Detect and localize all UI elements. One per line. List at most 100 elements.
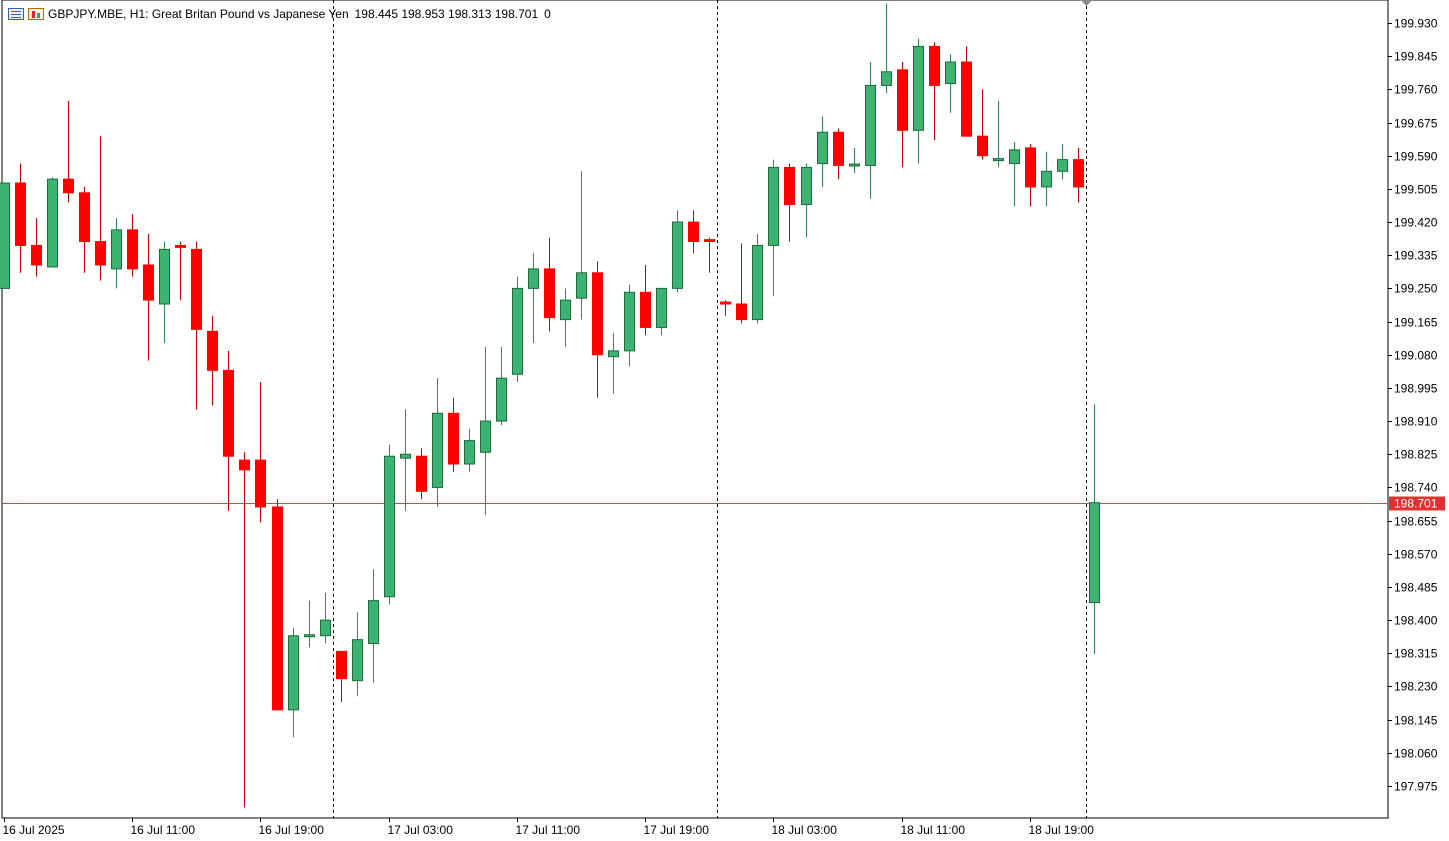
candle-bullish[interactable] [1041,170,1052,188]
candle-bearish[interactable] [961,61,972,137]
candle-bullish[interactable] [849,163,860,167]
chart-header: GBPJPY.MBE, H1: Great Britan Pound vs Ja… [8,4,557,24]
y-tick-label: 198.230 [1394,680,1438,694]
x-tick-label: 17 Jul 03:00 [388,823,454,837]
candle-bullish[interactable] [480,420,491,453]
candle-bullish[interactable] [752,244,763,321]
candle-bearish[interactable] [929,45,940,86]
candle-bearish[interactable] [79,192,90,243]
y-tick-label: 198.825 [1394,448,1438,462]
x-tick-label: 18 Jul 19:00 [1029,823,1095,837]
candle-bearish[interactable] [1025,147,1036,188]
candle-bearish[interactable] [640,291,651,328]
candle-bullish[interactable] [945,61,956,84]
compare-icon[interactable] [28,8,44,20]
candle-bullish[interactable] [496,377,507,422]
candle-bearish[interactable] [31,244,42,266]
candle-bearish[interactable] [736,303,747,321]
candle-bullish[interactable] [560,299,571,321]
candle-bullish[interactable] [288,635,299,711]
candle-bullish[interactable] [768,166,779,246]
candle-bearish[interactable] [63,178,74,194]
candle-bearish[interactable] [95,241,106,266]
candle-bearish[interactable] [1073,159,1084,188]
candle-bullish[interactable] [384,455,395,598]
candle-bearish[interactable] [784,166,795,205]
candle-bullish[interactable] [865,84,876,166]
y-tick-label: 199.165 [1394,316,1438,330]
candle-bearish[interactable] [175,244,186,248]
candle-bullish[interactable] [464,440,475,465]
y-tick-label: 199.080 [1394,349,1438,363]
y-tick-label: 199.505 [1394,183,1438,197]
candle-bearish[interactable] [833,131,844,166]
candle-bearish[interactable] [127,229,138,270]
x-tick-label: 17 Jul 19:00 [644,823,710,837]
candle-bearish[interactable] [15,182,26,246]
y-tick-label: 198.995 [1394,382,1438,396]
candle-bullish[interactable] [656,287,667,328]
candle-bullish[interactable] [672,221,683,289]
y-tick-label: 198.570 [1394,548,1438,562]
candle-bullish[interactable] [817,131,828,165]
candle-bullish[interactable] [47,178,58,268]
candle-bearish[interactable] [223,369,234,457]
candle-bearish[interactable] [207,330,218,371]
candle-bearish[interactable] [592,272,603,356]
y-tick-label: 197.975 [1394,780,1438,794]
candle-bullish[interactable] [432,412,443,488]
candle-bullish[interactable] [352,639,363,682]
candle-bullish[interactable] [111,229,122,270]
candle-bullish[interactable] [576,272,587,299]
candle-bearish[interactable] [272,506,283,711]
candle-bullish[interactable] [608,350,619,358]
candle-bullish[interactable] [512,287,523,375]
candle-bullish[interactable] [801,166,812,205]
candle-bearish[interactable] [336,650,347,680]
y-tick-label: 199.590 [1394,150,1438,164]
y-tick-label: 198.740 [1394,481,1438,495]
candle-bullish[interactable] [993,158,1004,162]
candle-bearish[interactable] [416,455,427,492]
list-icon[interactable] [8,8,24,20]
candle-bullish[interactable] [1057,159,1068,172]
candle-bearish[interactable] [977,135,988,157]
candle-bullish[interactable] [1009,149,1020,165]
shift-marker-icon[interactable] [1080,0,1093,6]
candle-bearish[interactable] [191,248,202,330]
x-tick-label: 18 Jul 03:00 [772,823,838,837]
candle-bullish[interactable] [528,268,539,289]
plot-frame [1,0,1389,819]
ohlc-values: 198.445 198.953 198.313 198.701 [354,7,539,21]
candle-bullish[interactable] [913,45,924,131]
candle-bullish[interactable] [0,182,10,289]
candle-bearish[interactable] [448,412,459,465]
candle-bullish[interactable] [368,600,379,645]
y-tick-label: 198.485 [1394,581,1438,595]
candle-bullish[interactable] [881,71,892,86]
candle-bearish[interactable] [544,268,555,319]
y-tick-label: 198.315 [1394,647,1438,661]
candle-bearish[interactable] [143,264,154,301]
candle-bearish[interactable] [255,459,266,508]
x-tick-label: 16 Jul 11:00 [131,823,196,837]
current-price-label: 198.701 [1394,497,1438,511]
y-tick-label: 198.060 [1394,747,1438,761]
y-tick-label: 199.420 [1394,216,1438,230]
candle-bearish[interactable] [239,459,250,471]
symbol-title: GBPJPY.MBE, H1: Great Britan Pound vs Ja… [48,7,349,21]
candle-bearish[interactable] [704,239,715,243]
candle-bullish[interactable] [320,619,331,637]
y-tick-label: 199.930 [1394,17,1438,31]
candle-bullish[interactable] [624,291,635,352]
candle-bullish[interactable] [159,248,170,305]
candle-bearish[interactable] [720,301,731,305]
candle-bullish[interactable] [1089,502,1100,604]
candle-bullish[interactable] [400,453,411,459]
y-tick-label: 199.675 [1394,117,1438,131]
candle-bearish[interactable] [897,69,908,131]
candle-bullish[interactable] [304,634,315,638]
y-tick-label: 199.760 [1394,83,1438,97]
candle-bearish[interactable] [688,221,699,243]
